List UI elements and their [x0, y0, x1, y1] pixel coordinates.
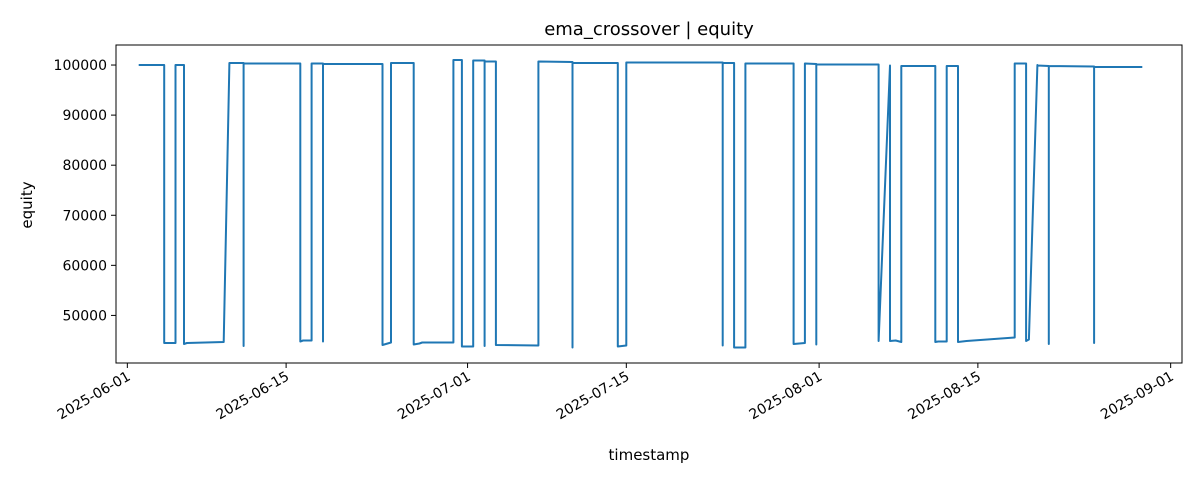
- x-tick-label: 2025-07-01: [395, 369, 473, 424]
- x-axis-label: timestamp: [609, 446, 690, 464]
- x-tick-label: 2025-06-01: [55, 369, 133, 424]
- y-tick-label: 60000: [62, 258, 107, 274]
- x-tick-label: 2025-07-15: [554, 369, 632, 424]
- chart-title: ema_crossover | equity: [544, 19, 754, 40]
- axes-frame: [115, 44, 1183, 364]
- y-tick-label: 90000: [62, 108, 107, 124]
- y-tick-label: 80000: [62, 158, 107, 174]
- equity-series-line: [138, 59, 1143, 349]
- y-tick-label: 70000: [62, 208, 107, 224]
- plot-area: [115, 44, 1183, 364]
- x-tick-label: 2025-09-01: [1098, 369, 1176, 424]
- y-tick-label: 100000: [54, 58, 107, 74]
- y-axis-ticks: 50000 60000 70000 80000 90000 100000: [54, 58, 116, 324]
- x-axis-ticks: 2025-06-01 2025-06-15 2025-07-01 2025-07-15…: [55, 363, 1177, 423]
- x-tick-label: 2025-08-01: [747, 369, 825, 424]
- y-axis-label: equity: [18, 181, 36, 228]
- x-tick-label: 2025-06-15: [214, 369, 292, 424]
- x-tick-label: 2025-08-15: [905, 369, 983, 424]
- y-tick-label: 50000: [62, 308, 107, 324]
